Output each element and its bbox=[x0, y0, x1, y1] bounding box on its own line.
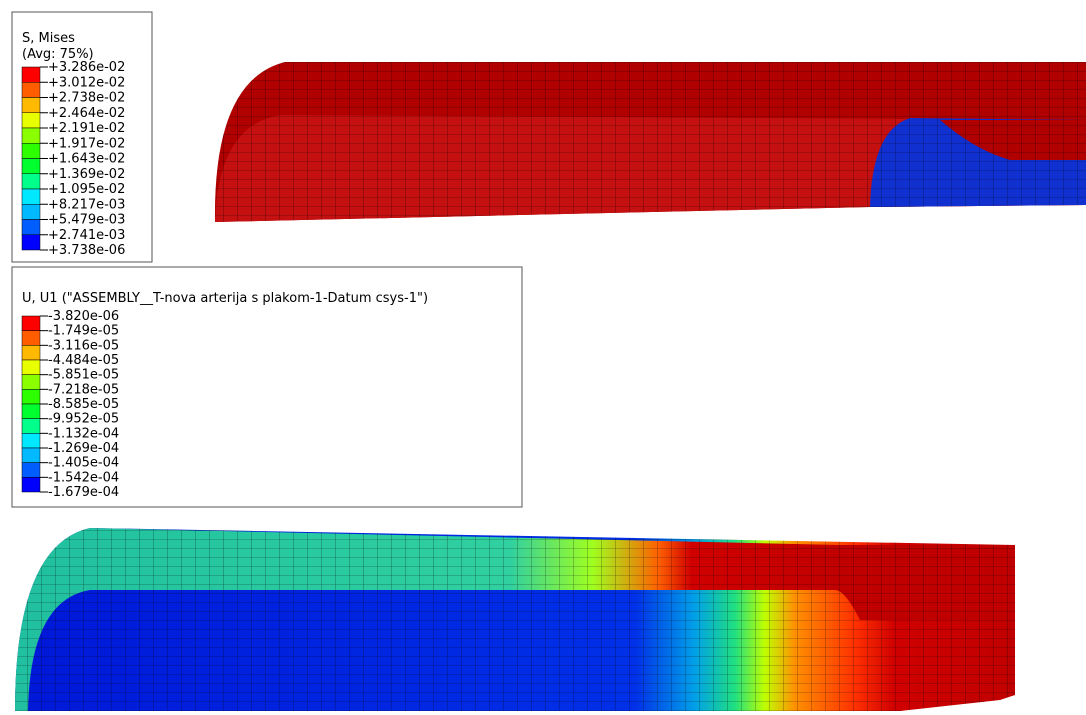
color-bin bbox=[21, 389, 41, 405]
legend-title: U, U1 ("ASSEMBLY__T-nova arterija s plak… bbox=[22, 291, 428, 306]
legend-u1: U, U1 ("ASSEMBLY__T-nova arterija s plak… bbox=[11, 266, 523, 508]
legend-label: +3.012e-02 bbox=[48, 75, 125, 90]
color-bin bbox=[21, 173, 41, 190]
color-bin bbox=[21, 330, 41, 346]
legend-label: -1.542e-04 bbox=[48, 470, 119, 485]
color-bin bbox=[21, 127, 41, 144]
legend-label: +1.643e-02 bbox=[48, 152, 125, 167]
legend-label: -5.851e-05 bbox=[48, 368, 119, 383]
color-bin bbox=[21, 143, 41, 159]
legend-label: -3.820e-06 bbox=[48, 309, 119, 324]
legend-label: -4.484e-05 bbox=[48, 353, 119, 368]
mises-model bbox=[214, 62, 1086, 222]
color-bin bbox=[21, 219, 41, 235]
legend-label: +2.191e-02 bbox=[48, 121, 125, 136]
legend-box bbox=[11, 266, 523, 508]
legend-label: +8.217e-03 bbox=[48, 197, 125, 212]
color-bin bbox=[21, 66, 41, 83]
color-bin bbox=[21, 315, 41, 331]
color-bin bbox=[21, 345, 41, 361]
color-bin bbox=[21, 418, 41, 434]
color-bin bbox=[21, 433, 41, 449]
legend-label: +1.369e-02 bbox=[48, 167, 125, 182]
legend-label: -7.218e-05 bbox=[48, 382, 119, 397]
u1-model bbox=[15, 528, 1015, 711]
color-bin bbox=[21, 234, 41, 251]
color-bin bbox=[21, 97, 41, 113]
legend-label: +1.917e-02 bbox=[48, 136, 125, 151]
legend-label: -9.952e-05 bbox=[48, 412, 119, 427]
legend-label: -1.132e-04 bbox=[48, 426, 119, 441]
legend-label: -1.679e-04 bbox=[48, 485, 119, 500]
legend-mises: S, Mises (Avg: 75%) +3.286e-02+3.012e-02… bbox=[11, 11, 153, 263]
color-bin bbox=[21, 477, 41, 493]
legend-title: S, Mises bbox=[22, 31, 75, 46]
legend-label: -1.749e-05 bbox=[48, 324, 119, 339]
legend-label: +2.741e-03 bbox=[48, 228, 125, 243]
legend-label: -1.405e-04 bbox=[48, 456, 119, 471]
legend-subtitle: (Avg: 75%) bbox=[22, 47, 94, 62]
color-bin bbox=[21, 462, 41, 478]
color-bin bbox=[21, 82, 41, 98]
legend-label: +3.286e-02 bbox=[48, 60, 125, 75]
color-bin bbox=[21, 204, 41, 220]
color-bin bbox=[21, 188, 41, 205]
legend-label: +1.095e-02 bbox=[48, 182, 125, 197]
color-bin bbox=[21, 359, 41, 375]
legend-label: +5.479e-03 bbox=[48, 213, 125, 228]
color-bin bbox=[21, 403, 41, 419]
legend-label: -3.116e-05 bbox=[48, 338, 119, 353]
legend-label: -8.585e-05 bbox=[48, 397, 119, 412]
legend-label: +2.464e-02 bbox=[48, 106, 125, 121]
color-bin bbox=[21, 447, 41, 463]
color-bin bbox=[21, 374, 41, 390]
legend-label: -1.269e-04 bbox=[48, 441, 119, 456]
legend-label: +3.738e-06 bbox=[48, 243, 125, 258]
color-bin bbox=[21, 158, 41, 174]
legend-label: +2.738e-02 bbox=[48, 91, 125, 106]
color-bin bbox=[21, 112, 41, 129]
